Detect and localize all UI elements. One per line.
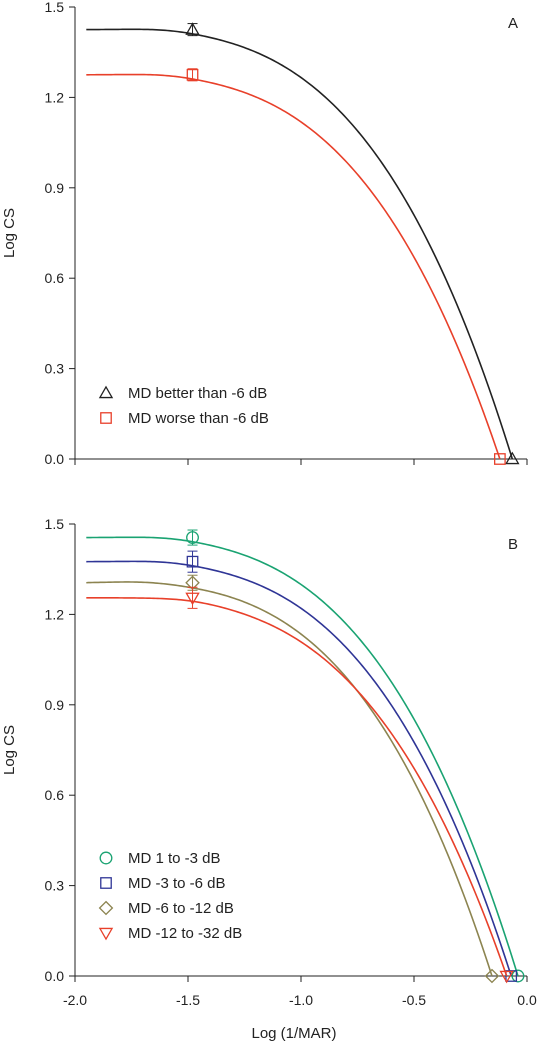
legend-marker: [98, 900, 114, 916]
y-tick-label: 0.6: [45, 270, 65, 286]
data-point: [505, 451, 520, 465]
series-line-1: [86, 73, 501, 460]
legend-label: MD worse than -6 dB: [128, 410, 269, 427]
y-tick-label: 1.5: [45, 0, 65, 15]
legend-label: MD -12 to -32 dB: [128, 925, 242, 942]
data-point: [185, 592, 200, 606]
y-tick-label: 0.9: [45, 697, 65, 713]
legend-marker: [100, 412, 112, 424]
legend-label: MD -3 to -6 dB: [128, 875, 226, 892]
x-axis-title: Log (1/MAR): [251, 1025, 336, 1042]
x-tick-label: 0.0: [517, 992, 537, 1008]
series-line-0: [86, 536, 519, 977]
panel-label: B: [508, 536, 518, 553]
legend-label: MD better than -6 dB: [128, 385, 267, 402]
data-point: [511, 969, 525, 983]
legend-label: MD 1 to -3 dB: [128, 850, 221, 867]
data-point: [494, 453, 506, 465]
data-point: [186, 531, 199, 545]
y-tick-label: 0.0: [45, 451, 65, 467]
y-axis-title: Log CS: [1, 208, 18, 258]
data-point: [499, 970, 514, 984]
y-tick-label: 0.3: [45, 878, 65, 894]
x-tick-label: -1.0: [289, 992, 313, 1008]
legend-marker: [99, 851, 113, 865]
y-tick-label: 0.3: [45, 361, 65, 377]
series-line-0: [86, 28, 514, 460]
legend-marker: [100, 877, 112, 889]
series-line-1: [86, 560, 512, 977]
legend-marker: [98, 385, 114, 399]
x-tick-label: -2.0: [63, 992, 87, 1008]
y-tick-label: 0.9: [45, 180, 65, 196]
y-tick-label: 1.2: [45, 606, 65, 622]
legend-label: MD -6 to -12 dB: [128, 900, 234, 917]
y-tick-label: 0.6: [45, 787, 65, 803]
x-tick-label: -1.5: [176, 992, 200, 1008]
data-point: [484, 968, 500, 984]
data-point: [186, 555, 199, 568]
panel-b: 0.0 0.3 0.6 0.9 1.2 1.5 -2.0 -1.5 -1.0 -0.5 0.0 Log…: [1, 516, 537, 1042]
y-tick-label: 1.5: [45, 516, 65, 532]
data-point: [186, 68, 199, 81]
y-tick-label: 0.0: [45, 968, 65, 984]
y-axis-title: Log CS: [1, 725, 18, 775]
series-line-3: [86, 597, 508, 977]
panel-a: 0.0 0.3 0.6 0.9 1.2 1.5 Log CS A MD better than …: [1, 0, 528, 467]
x-tick-label: -0.5: [402, 992, 426, 1008]
series-line-2: [86, 581, 493, 977]
y-tick-label: 1.2: [45, 89, 65, 105]
legend-marker: [98, 927, 114, 941]
panel-label: A: [508, 15, 518, 32]
data-point: [185, 22, 200, 35]
